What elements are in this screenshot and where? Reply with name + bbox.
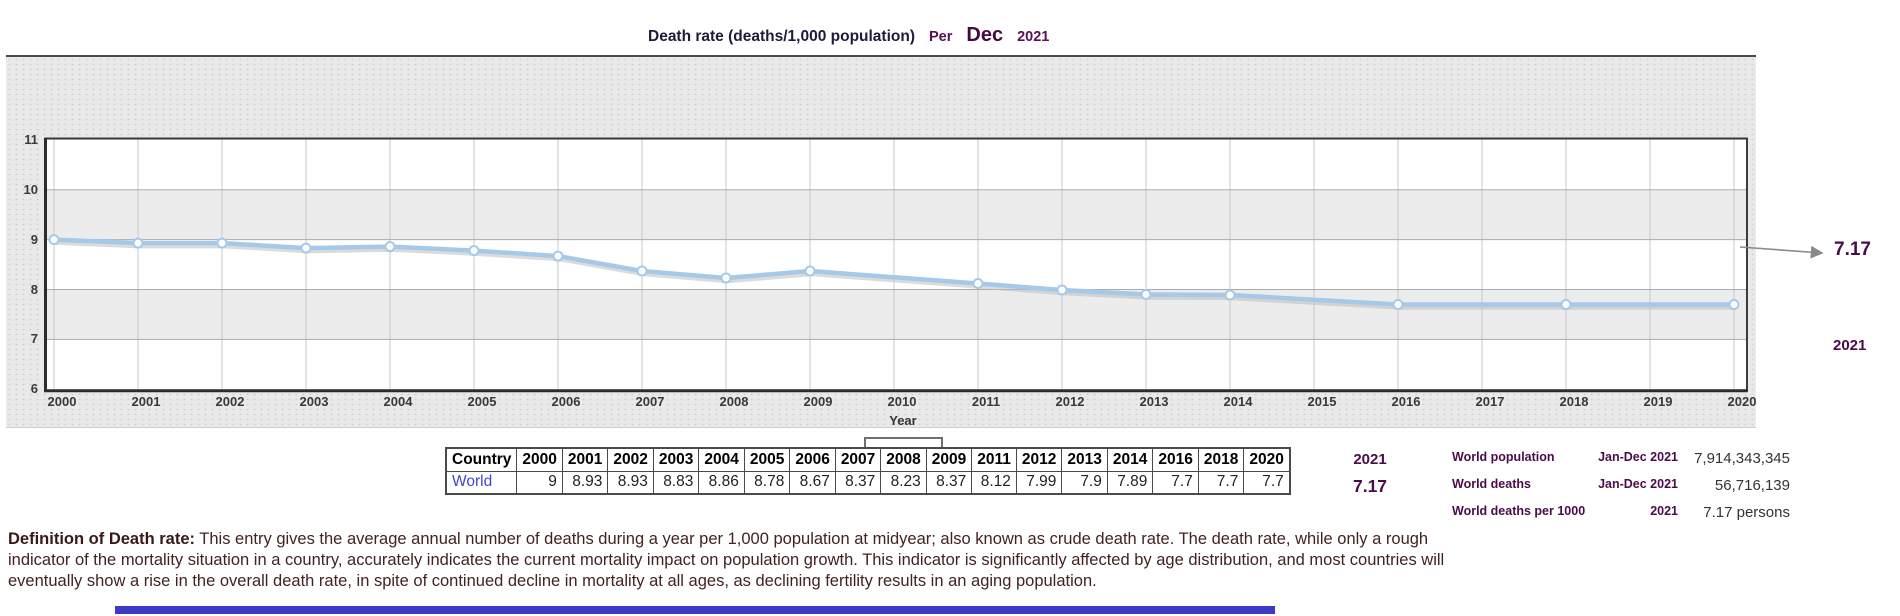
x-tick-label: 2018 xyxy=(1559,394,1589,409)
table-header-year: 2003 xyxy=(652,447,700,472)
table-value-cell: 7.99 xyxy=(1015,470,1063,495)
table-header-year: 2004 xyxy=(698,447,745,472)
bottom-blue-bar xyxy=(115,606,1275,614)
table-extra-value: 7.17 xyxy=(1352,476,1388,496)
x-tick-label: 2000 xyxy=(47,394,77,409)
x-tick-label: 2012 xyxy=(1055,394,1085,409)
table-extra-year: 2021 xyxy=(1353,451,1387,468)
table-header-year: 2014 xyxy=(1106,447,1154,472)
y-tick-label: 6 xyxy=(30,381,38,397)
annotation-latest-year: 2021 xyxy=(1833,337,1867,354)
table-header-year: 2006 xyxy=(789,447,836,472)
per-label: Per xyxy=(929,29,953,45)
table-header-year: 2016 xyxy=(1152,447,1199,472)
stat-period: 2021 xyxy=(1650,504,1678,518)
definition-text: This entry gives the average annual numb… xyxy=(8,530,1445,590)
stat-value: 7,914,343,345 xyxy=(1694,450,1790,467)
table-value-cell: 8.23 xyxy=(880,470,927,495)
x-tick-label: 2019 xyxy=(1643,394,1673,409)
y-tick-label: 7 xyxy=(30,331,38,347)
table-header-year: 2011 xyxy=(971,447,1017,472)
table-value-cell: 7.7 xyxy=(1243,470,1291,495)
stat-value: 7.17 persons xyxy=(1703,504,1790,521)
table-value-cell: 8.12 xyxy=(971,470,1017,495)
x-tick-label: 2009 xyxy=(803,394,833,409)
x-tick-label: 2011 xyxy=(971,394,1001,409)
x-tick-label: 2004 xyxy=(383,394,413,409)
death-rate-table: Country 2000 2001 2002 2003 2004 2005 2006 2007 2… xyxy=(445,447,1291,495)
x-tick-label: 2005 xyxy=(467,394,497,409)
table-row: World 9 8.93 8.93 8.83 8.86 8.78 8.67 8.37 8.23 8.… xyxy=(445,470,1291,495)
month-select-value[interactable]: Dec xyxy=(966,24,1004,46)
chart-title-row: Death rate (deaths/1,000 population) Per… xyxy=(648,24,1049,47)
table-value-cell: 8.93 xyxy=(607,470,654,495)
table-value-cell: 8.83 xyxy=(652,470,700,495)
table-header-year: 2005 xyxy=(743,447,791,472)
stat-period: Jan-Dec 2021 xyxy=(1598,450,1678,464)
x-tick-label: 2014 xyxy=(1223,394,1253,409)
x-tick-label: 2020 xyxy=(1727,394,1757,409)
stat-label: World population xyxy=(1452,450,1555,464)
table-header-year: 2000 xyxy=(516,447,563,472)
y-tick-label: 9 xyxy=(30,231,38,247)
table-value-cell: 9 xyxy=(516,470,563,495)
table-header-year: 2001 xyxy=(561,447,609,472)
stat-value: 56,716,139 xyxy=(1714,477,1790,494)
table-header-year: 2018 xyxy=(1197,447,1245,472)
chart-container: 6 7 8 9 10 11 2000 2001 2002 2003 2004 2005 2006 200… xyxy=(6,55,1756,470)
table-value-cell: 8.78 xyxy=(743,470,791,495)
y-tick-label: 10 xyxy=(23,181,38,197)
country-link[interactable]: World xyxy=(445,470,518,495)
table-value-cell: 8.93 xyxy=(561,470,609,495)
x-tick-label: 2003 xyxy=(299,394,329,409)
table-value-cell: 7.7 xyxy=(1152,470,1199,495)
x-tick-label: 2001 xyxy=(131,394,161,409)
stat-period: Jan-Dec 2021 xyxy=(1598,477,1678,491)
table-header-year: 2020 xyxy=(1243,447,1291,472)
x-tick-label: 2008 xyxy=(719,394,749,409)
table-header-year: 2012 xyxy=(1015,447,1063,472)
table-value-cell: 7.89 xyxy=(1106,470,1154,495)
x-tick-label: 2002 xyxy=(215,394,245,409)
annotation-latest-value: 7.17 xyxy=(1834,239,1871,260)
y-tick-label: 8 xyxy=(30,281,38,297)
annotation-arrow xyxy=(1740,245,1824,259)
definition-lead: Definition of Death rate: xyxy=(8,530,196,548)
table-header-country: Country xyxy=(445,447,518,472)
table-value-cell: 8.86 xyxy=(698,470,745,495)
x-tick-label: 2015 xyxy=(1307,394,1337,409)
stat-label: World deaths per 1000 xyxy=(1452,504,1586,518)
table-value-cell: 8.37 xyxy=(925,470,973,495)
world-stats-panel: World population Jan-Dec 2021 7,914,343,34… xyxy=(1452,450,1790,531)
line-chart-plot xyxy=(44,137,1748,393)
table-header-year: 2002 xyxy=(607,447,654,472)
chart-title: Death rate (deaths/1,000 population) xyxy=(648,28,915,45)
y-tick-label: 11 xyxy=(24,131,38,147)
x-tick-label: 2017 xyxy=(1475,394,1505,409)
x-tick-label: 2013 xyxy=(1139,394,1169,409)
table-value-cell: 8.67 xyxy=(789,470,836,495)
year-select-value[interactable]: 2021 xyxy=(1017,29,1050,45)
table-header-year: 2008 xyxy=(880,447,927,472)
table-header-year: 2009 xyxy=(925,447,973,472)
x-tick-label: 2006 xyxy=(551,394,581,409)
table-header-year: 2007 xyxy=(834,447,882,472)
definition-paragraph: Definition of Death rate: This entry giv… xyxy=(8,529,1480,592)
table-header-year: 2013 xyxy=(1061,447,1108,472)
table-value-cell: 7.7 xyxy=(1197,470,1245,495)
x-tick-label: 2010 xyxy=(887,394,917,409)
x-axis-title: Year xyxy=(889,413,917,428)
stat-label: World deaths xyxy=(1452,477,1531,491)
x-tick-label: 2016 xyxy=(1391,394,1421,409)
x-tick-label: 2007 xyxy=(635,394,665,409)
table-value-cell: 7.9 xyxy=(1061,470,1108,495)
table-value-cell: 8.37 xyxy=(834,470,882,495)
